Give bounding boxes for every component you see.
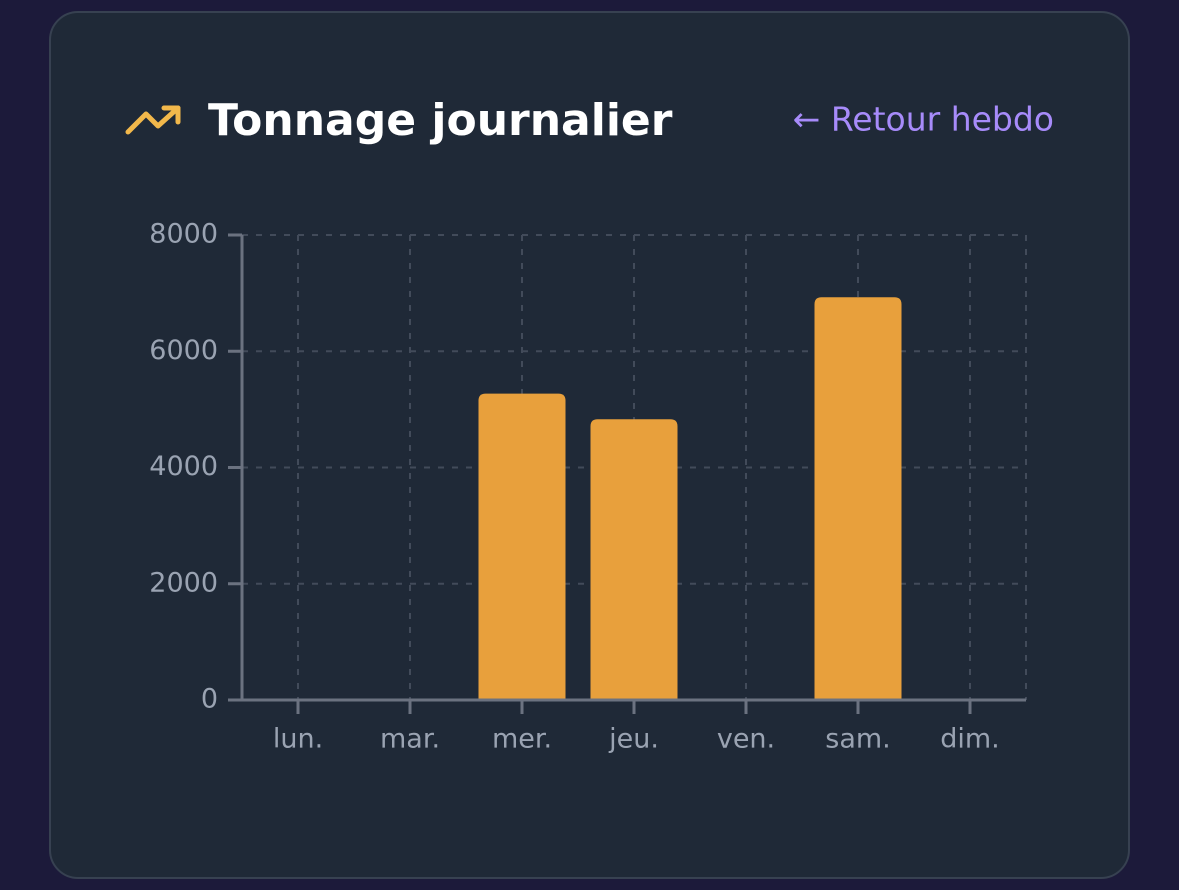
- x-tick-label: mar.: [380, 724, 440, 755]
- y-tick-label: 2000: [149, 567, 218, 598]
- y-tick-label: 8000: [149, 219, 218, 250]
- bar: [814, 297, 902, 700]
- y-tick-label: 4000: [149, 451, 218, 482]
- back-link[interactable]: ← Retour hebdo: [793, 100, 1054, 139]
- x-tick-label: mer.: [492, 724, 552, 755]
- x-tick-label: dim.: [940, 724, 1000, 755]
- x-tick-label: ven.: [717, 724, 775, 755]
- bar: [478, 393, 566, 700]
- x-tick-label: sam.: [825, 724, 891, 755]
- chart-title: Tonnage journalier: [208, 95, 673, 146]
- x-tick-label: lun.: [273, 724, 323, 755]
- y-tick-label: 6000: [149, 335, 218, 366]
- x-tick-label: jeu.: [608, 724, 659, 755]
- trend-icon: [125, 105, 181, 135]
- bar: [590, 419, 678, 700]
- y-tick-label: 0: [201, 684, 218, 715]
